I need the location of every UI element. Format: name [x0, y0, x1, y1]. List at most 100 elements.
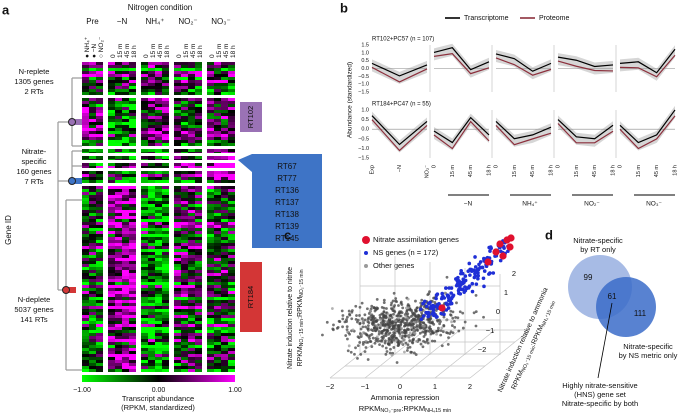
heatmap-cell	[108, 104, 115, 107]
heatmap-cell	[96, 342, 103, 345]
heatmap-cell	[96, 62, 103, 65]
heatmap-cell	[162, 231, 169, 234]
heatmap-cell	[181, 189, 188, 192]
heatmap-cell	[82, 143, 89, 146]
heatmap-cell	[141, 348, 148, 351]
point	[473, 255, 477, 259]
heatmap-cell	[115, 180, 122, 183]
heatmap-cell	[214, 315, 221, 318]
point	[442, 315, 446, 319]
heatmap-cell	[162, 192, 169, 195]
point	[370, 345, 374, 348]
heatmap-cell	[214, 273, 221, 276]
heatmap-cell	[141, 294, 148, 297]
y-tick-label: −0.5	[358, 136, 369, 142]
heatmap-cell	[89, 300, 96, 303]
heatmap-cell	[115, 237, 122, 240]
point	[384, 334, 388, 338]
heatmap-cell	[207, 222, 214, 225]
heatmap-cell	[148, 351, 155, 354]
heatmap-cell	[148, 354, 155, 357]
point	[402, 324, 406, 328]
y-tick-label: −1.0	[358, 82, 369, 88]
heatmap-cell	[82, 261, 89, 264]
heatmap-cell	[162, 342, 169, 345]
heatmap-cell	[96, 345, 103, 348]
heatmap-cell	[122, 163, 129, 166]
heatmap-cell	[207, 89, 214, 92]
point	[454, 316, 457, 319]
heatmap-cell	[207, 83, 214, 86]
point	[459, 268, 463, 273]
heatmap-cell	[96, 243, 103, 246]
heatmap-cell	[89, 237, 96, 240]
heatmap-cell	[129, 80, 136, 83]
group-label: NH₄⁺	[522, 201, 538, 208]
heatmap-cell	[122, 71, 129, 74]
heatmap-cell	[174, 354, 181, 357]
heatmap-cell	[162, 149, 169, 152]
proteome-line	[371, 119, 428, 152]
heatmap-cell	[162, 306, 169, 309]
axis-label-part: NO₃⁻15 min	[299, 319, 305, 347]
heatmap-cell	[108, 327, 115, 330]
heatmap-cell	[115, 110, 122, 113]
cluster-bar	[66, 287, 76, 293]
heatmap-cell	[129, 65, 136, 68]
heatmap-cell	[148, 89, 155, 92]
heatmap-cell	[207, 116, 214, 119]
group-header: NO₂⁻	[178, 17, 197, 26]
heatmap-cell	[214, 231, 221, 234]
heatmap-cell	[195, 195, 202, 198]
point	[400, 311, 404, 315]
heatmap-cell	[155, 300, 162, 303]
heatmap-cell	[82, 324, 89, 327]
heatmap-cell	[181, 333, 188, 336]
point	[414, 353, 418, 356]
point	[382, 334, 386, 338]
heatmap-cell	[174, 198, 181, 201]
cluster-annotation: Nitrate-	[22, 147, 47, 156]
cluster-annotation: 7 RTs	[24, 177, 43, 186]
point	[443, 291, 447, 295]
point	[427, 292, 431, 296]
heatmap-cell	[148, 339, 155, 342]
heatmap-cell	[89, 174, 96, 177]
heatmap-cell	[96, 249, 103, 252]
heatmap-cell	[174, 285, 181, 288]
heatmap-cell	[155, 125, 162, 128]
heatmap-cell	[129, 195, 136, 198]
heatmap-cell	[129, 327, 136, 330]
heatmap-cell	[221, 309, 228, 312]
heatmap-cell	[221, 303, 228, 306]
heatmap-cell	[108, 174, 115, 177]
point	[349, 350, 353, 354]
heatmap-cell	[82, 186, 89, 189]
heatmap-cell	[221, 315, 228, 318]
heatmap-cell	[174, 333, 181, 336]
heatmap-cell	[96, 252, 103, 255]
heatmap-cell	[129, 345, 136, 348]
x-tick-label: 15 m	[512, 165, 518, 178]
subplot-title: RT102+PC57 (n = 107)	[372, 37, 434, 43]
heatmap-cell	[221, 318, 228, 321]
heatmap-cell	[129, 156, 136, 159]
heatmap-cell	[129, 89, 136, 92]
heatmap-cell	[181, 216, 188, 219]
heatmap-cell	[115, 104, 122, 107]
heatmap-cell	[214, 122, 221, 125]
heatmap-cell	[122, 312, 129, 315]
heatmap-cell	[214, 71, 221, 74]
point	[476, 273, 481, 278]
heatmap-cell	[122, 321, 129, 324]
point	[337, 319, 341, 323]
point	[411, 338, 415, 342]
heatmap-cell	[174, 273, 181, 276]
heatmap-cell	[82, 89, 89, 92]
heatmap-cell	[115, 354, 122, 357]
heatmap-cell	[122, 333, 129, 336]
heatmap-cell	[214, 237, 221, 240]
heatmap-cell	[195, 354, 202, 357]
heatmap-cell	[162, 140, 169, 143]
heatmap-cell	[214, 264, 221, 267]
